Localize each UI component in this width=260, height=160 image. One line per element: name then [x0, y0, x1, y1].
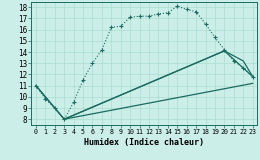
X-axis label: Humidex (Indice chaleur): Humidex (Indice chaleur)	[84, 138, 204, 147]
